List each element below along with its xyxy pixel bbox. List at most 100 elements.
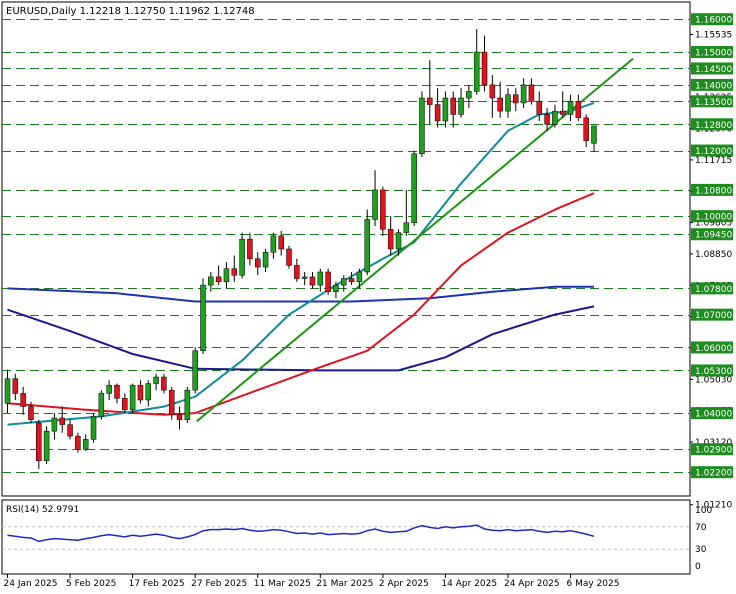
candle-body-23 bbox=[184, 389, 191, 420]
candle-body-45 bbox=[356, 271, 363, 283]
level-label-box-10 bbox=[691, 282, 733, 295]
candle-body-11 bbox=[90, 416, 97, 440]
candle-body-4 bbox=[36, 422, 42, 461]
candle-body-34 bbox=[270, 235, 277, 253]
candle-body-58 bbox=[458, 97, 464, 115]
candle-body-21 bbox=[168, 389, 175, 416]
candle-body-20 bbox=[161, 376, 167, 391]
candle-body-1 bbox=[12, 378, 19, 394]
candle-body-35 bbox=[278, 235, 284, 250]
candle-body-63 bbox=[497, 97, 503, 112]
candle-body-5 bbox=[43, 430, 50, 461]
level-label-15: 1.02900 bbox=[695, 446, 732, 456]
level-label-box-13 bbox=[691, 364, 733, 377]
ma100-line bbox=[7, 305, 595, 372]
level-label-box-1 bbox=[691, 46, 733, 59]
candle-body-9 bbox=[75, 435, 81, 450]
time-label-4: 11 Mar 2025 bbox=[254, 579, 311, 589]
level-label-box-12 bbox=[691, 341, 733, 354]
rsi-tick-label-2: 30 bbox=[695, 545, 707, 555]
level-label-box-11 bbox=[691, 308, 733, 321]
level-label-9: 1.09450 bbox=[695, 231, 732, 241]
level-label-13: 1.05300 bbox=[695, 367, 732, 377]
candle-body-64 bbox=[505, 94, 511, 112]
candle-body-47 bbox=[372, 189, 378, 220]
level-label-box-6 bbox=[691, 144, 733, 157]
trendline bbox=[196, 57, 634, 423]
candle-body-60 bbox=[473, 51, 480, 92]
candle-body-71 bbox=[559, 110, 566, 115]
candle-body-22 bbox=[176, 414, 183, 420]
time-label-2: 17 Feb 2025 bbox=[129, 579, 185, 589]
candle-body-73 bbox=[575, 101, 582, 118]
candle-body-33 bbox=[262, 252, 269, 268]
level-label-2: 1.14500 bbox=[695, 65, 732, 75]
level-label-box-5 bbox=[691, 118, 733, 131]
candle-body-46 bbox=[364, 219, 370, 273]
candle-body-6 bbox=[51, 417, 58, 432]
candle-body-39 bbox=[309, 276, 316, 286]
price-tick-label-15: 1.01210 bbox=[695, 501, 732, 511]
candle-body-17 bbox=[137, 384, 144, 401]
candle-body-10 bbox=[82, 439, 89, 450]
main-panel-border bbox=[1, 1, 691, 497]
candle-body-52 bbox=[411, 153, 417, 223]
candle-body-2 bbox=[20, 393, 26, 407]
candle-body-31 bbox=[247, 238, 253, 260]
candle-body-25 bbox=[200, 284, 206, 352]
level-label-7: 1.10800 bbox=[695, 186, 732, 196]
candle-body-65 bbox=[513, 94, 519, 104]
rsi-label: RSI(14) 52.9791 bbox=[6, 505, 79, 515]
price-tick-label-13: 1.03120 bbox=[695, 438, 732, 448]
candle-body-61 bbox=[481, 51, 488, 86]
candle-body-70 bbox=[552, 110, 558, 125]
level-label-10: 1.07800 bbox=[695, 285, 732, 295]
candle-body-19 bbox=[153, 376, 159, 384]
candle-body-72 bbox=[567, 101, 574, 115]
time-label-8: 24 Apr 2025 bbox=[504, 579, 560, 589]
candle-body-49 bbox=[387, 229, 394, 250]
chart-title: EURUSD,Daily 1.12218 1.12750 1.11962 1.1… bbox=[6, 6, 255, 17]
time-label-6: 2 Apr 2025 bbox=[379, 579, 429, 589]
time-axis: 24 Jan 2025 5 Feb 2025 17 Feb 2025 27 Feb 2… bbox=[4, 574, 620, 589]
candle-body-16 bbox=[129, 384, 136, 411]
price-tick-label-4: 1.11715 bbox=[695, 156, 732, 166]
rsi-tick-label-1: 70 bbox=[695, 523, 707, 533]
candle-body-57 bbox=[450, 97, 456, 115]
price-tick-label-7: 1.08850 bbox=[695, 250, 732, 260]
level-label-12: 1.06000 bbox=[695, 344, 732, 354]
candle-body-69 bbox=[544, 114, 550, 125]
rsi-panel: RSI(14) 52.9791 100 70 30 0 bbox=[2, 505, 712, 572]
candle-body-32 bbox=[254, 258, 261, 268]
candle-body-24 bbox=[192, 350, 198, 391]
level-label-box-15 bbox=[691, 443, 733, 456]
level-label-box-0 bbox=[691, 13, 733, 26]
ma50-line bbox=[7, 192, 595, 416]
candle-body-13 bbox=[106, 384, 112, 394]
candle-body-29 bbox=[231, 268, 238, 276]
candle-body-12 bbox=[98, 393, 105, 417]
candle-body-15 bbox=[122, 398, 128, 411]
candle-body-43 bbox=[341, 278, 347, 286]
price-tick-label-11: 1.05030 bbox=[695, 375, 732, 385]
candle-body-28 bbox=[223, 268, 230, 283]
time-label-9: 6 May 2025 bbox=[567, 579, 620, 589]
candle-body-56 bbox=[442, 97, 449, 122]
candles bbox=[4, 29, 597, 469]
candle-body-75 bbox=[591, 125, 597, 144]
level-label-box-4 bbox=[691, 95, 733, 108]
candle-body-62 bbox=[489, 84, 496, 99]
level-label-box-16 bbox=[691, 466, 733, 479]
candle-body-38 bbox=[301, 276, 308, 279]
candle-body-53 bbox=[419, 97, 425, 155]
candle-body-68 bbox=[536, 101, 543, 115]
level-label-box-9 bbox=[691, 228, 733, 241]
rsi-tick-label-3: 0 bbox=[695, 562, 701, 572]
candle-body-3 bbox=[28, 406, 34, 420]
price-tick-label-6: 1.09805 bbox=[695, 219, 732, 229]
level-label-0: 1.16000 bbox=[695, 16, 732, 26]
level-label-box-8 bbox=[691, 210, 733, 223]
candle-body-74 bbox=[583, 117, 589, 141]
